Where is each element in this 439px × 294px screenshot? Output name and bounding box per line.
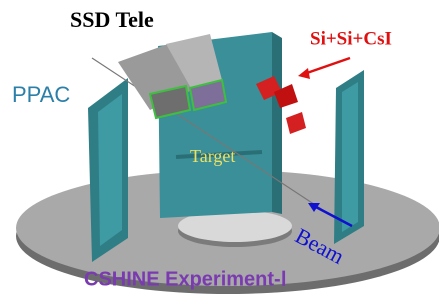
target-label: Target	[190, 146, 235, 166]
detector-arrow	[304, 58, 350, 74]
ppac-right-face	[342, 82, 358, 232]
back-panel-side	[272, 32, 282, 214]
si-csi-3	[286, 112, 306, 134]
telescope-label: SSD Tele	[70, 7, 154, 32]
caption: CSHINE Experiment-Ⅰ	[84, 268, 287, 290]
ppac-left-face	[98, 94, 122, 246]
detector-label: Si+Si+CsI	[310, 28, 392, 49]
diagram: SSD Tele Si+Si+CsI PPAC Target Beam CSHI…	[0, 0, 439, 294]
ppac-label: PPAC	[12, 82, 70, 107]
detector-arrow-head	[298, 68, 310, 79]
